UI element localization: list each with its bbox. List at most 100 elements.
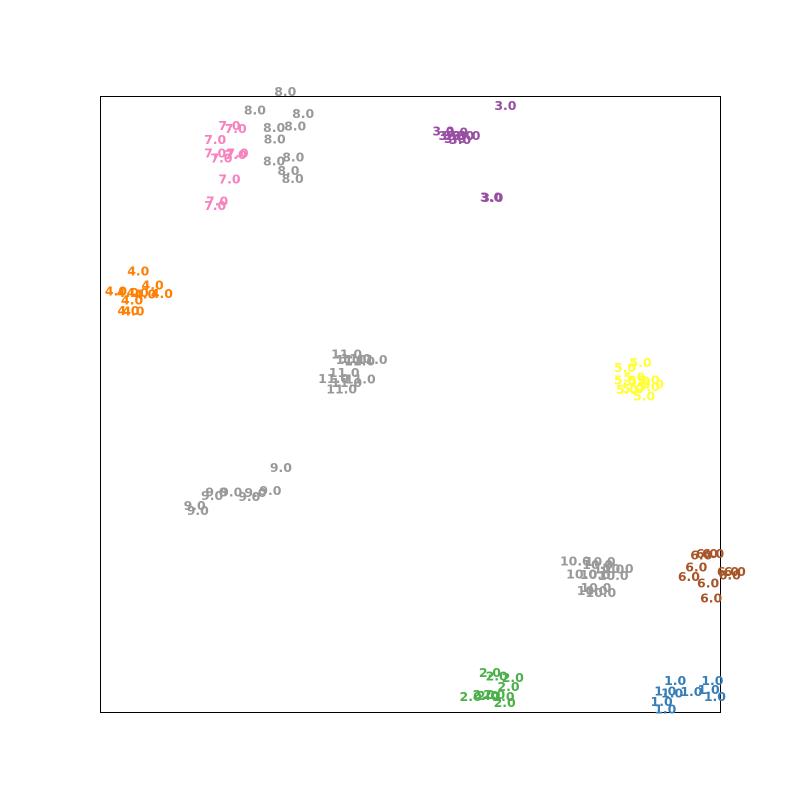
data-point-label: 8.0: [244, 103, 266, 118]
data-point-label: 10.0: [580, 580, 611, 595]
data-point-label: 7.0: [206, 194, 228, 209]
data-point-label: 4.0: [142, 278, 164, 293]
data-point-label: 3.0: [449, 132, 471, 147]
data-point-label: 3.0: [494, 98, 516, 113]
series-7-0: 7.07.07.07.07.07.07.07.07.07.0: [204, 118, 249, 213]
data-point-label: 6.0: [696, 546, 718, 561]
series-9-0: 9.09.09.0 9.09.09.0 9.09.09.0: [184, 460, 293, 518]
data-point-label: 11.0: [340, 351, 371, 366]
data-point-label: 10.0: [598, 568, 629, 583]
data-point-label: 5.0: [623, 369, 645, 384]
series-4-0: 4.04.04.04.04.04.04.04.04.04.0: [105, 263, 173, 318]
data-point-label: 6.0: [685, 560, 707, 575]
data-point-label: 8.0: [282, 171, 304, 186]
data-point-label: 4.0: [122, 303, 144, 318]
data-point-label: 6.0: [697, 576, 719, 591]
data-point-label: 2.0: [497, 679, 519, 694]
data-point-label: 7.0: [225, 121, 247, 136]
data-point-label: 3.0: [439, 128, 461, 143]
data-point-label: 6.0: [717, 564, 739, 579]
data-point-label: 9.0: [205, 485, 227, 500]
data-point-label: 2.0: [492, 689, 514, 704]
data-point-label: 1.0: [698, 682, 720, 697]
data-point-label: 5.0: [628, 374, 650, 389]
data-point-label: 6.0: [700, 590, 722, 605]
data-point-label: 7.0: [204, 146, 226, 161]
data-point-label: 6.0: [678, 569, 700, 584]
data-point-label: 11.0: [345, 372, 376, 387]
series-1-0: 1.0 1.01.0 1.01.01.01.0 1.01.0: [651, 673, 727, 716]
data-point-label: 11.0: [357, 352, 388, 367]
data-point-label: 5.0: [642, 377, 664, 392]
data-point-label: 3.0: [480, 189, 502, 204]
data-point-label: 7.0: [210, 151, 232, 166]
series-3-0: 3.03.03.03.03.03.03.03.03.03.03.0: [432, 98, 516, 205]
data-point-label: 10.0: [577, 583, 608, 598]
data-point-label: 2.0: [479, 665, 501, 680]
data-point-label: 1.0: [651, 694, 673, 709]
data-point-label: 1.0: [661, 685, 683, 700]
data-points: 1.0 1.01.0 1.01.01.01.0 1.01.02.02.02.02.02…: [105, 84, 746, 716]
data-point-label: 8.0: [264, 132, 286, 147]
data-point-label: 10.0: [585, 554, 616, 569]
data-point-label: 1.0: [680, 684, 702, 699]
data-point-label: 4.0: [105, 284, 127, 299]
data-point-label: 9.0: [220, 485, 242, 500]
data-point-label: 11.0: [329, 365, 360, 380]
data-point-label: 3.0: [432, 124, 454, 139]
data-point-label: 5.0: [622, 381, 644, 396]
data-point-label: 2.0: [477, 688, 499, 703]
data-point-label: 10.0: [582, 557, 613, 572]
data-point-label: 7.0: [225, 147, 247, 162]
data-point-label: 4.0: [127, 263, 149, 278]
data-point-label: 7.0: [218, 172, 240, 187]
data-point-label: 9.0: [238, 489, 260, 504]
series-8-0: 8.08.0 8.08.08.08.08.08.08.08.0: [244, 84, 315, 186]
data-point-label: 1.0: [664, 673, 686, 688]
data-point-label: 11.0: [336, 352, 367, 367]
data-point-label: 11.0: [326, 382, 357, 397]
data-point-label: 3.0: [458, 128, 480, 143]
data-point-label: 5.0: [633, 388, 655, 403]
data-point-label: 6.0: [702, 546, 724, 561]
data-point-label: 1.0: [701, 673, 723, 688]
series-10-0: 10.010.010.010.010.010.010.010.010.010.0…: [560, 554, 634, 600]
data-point-label: 3.0: [481, 190, 503, 205]
data-point-label: 10.0: [560, 554, 591, 569]
data-point-label: 8.0: [263, 120, 285, 135]
data-point-label: 8.0: [263, 154, 285, 169]
data-point-label: 8.0: [274, 84, 296, 99]
data-point-label: 11.0: [344, 353, 375, 368]
data-point-label: 8.0: [277, 163, 299, 178]
data-point-label: 10.0: [593, 562, 624, 577]
data-point-label: 6.0: [690, 547, 712, 562]
data-point-label: 4.0: [151, 286, 173, 301]
data-point-label: 4.0: [121, 292, 143, 307]
data-point-label: 3.0: [444, 131, 466, 146]
data-point-label: 3.0: [452, 128, 474, 143]
data-point-label: 8.0: [292, 106, 314, 121]
data-point-label: 2.0: [473, 687, 495, 702]
data-point-label: 5.0: [638, 379, 660, 394]
data-point-label: 10.0: [585, 585, 616, 600]
data-point-label: 1.0: [704, 689, 726, 704]
data-point-label: 9.0: [259, 483, 281, 498]
data-point-label: 8.0: [284, 119, 306, 134]
data-point-label: 6.0: [719, 568, 741, 583]
data-point-label: 2.0: [483, 687, 505, 702]
data-point-label: 11.0: [331, 347, 362, 362]
data-point-label: 7.0: [204, 198, 226, 213]
data-point-label: 7.0: [226, 146, 248, 161]
data-point-label: 11.0: [331, 375, 362, 390]
data-point-label: 10.0: [566, 566, 597, 581]
data-point-label: 9.0: [187, 503, 209, 518]
data-point-label: 9.0: [244, 485, 266, 500]
data-point-label: 5.0: [638, 372, 660, 387]
series-6-0: 6.06.06.06.0 6.06.06.0 6.06.06.0: [678, 546, 746, 605]
series-2-0: 2.02.02.02.02.02.02.02.02.02.0: [460, 665, 525, 710]
data-point-label: 8.0: [282, 149, 304, 164]
data-point-label: 3.0: [443, 128, 465, 143]
data-point-label: 9.0: [184, 498, 206, 513]
data-point-label: 7.0: [204, 132, 226, 147]
